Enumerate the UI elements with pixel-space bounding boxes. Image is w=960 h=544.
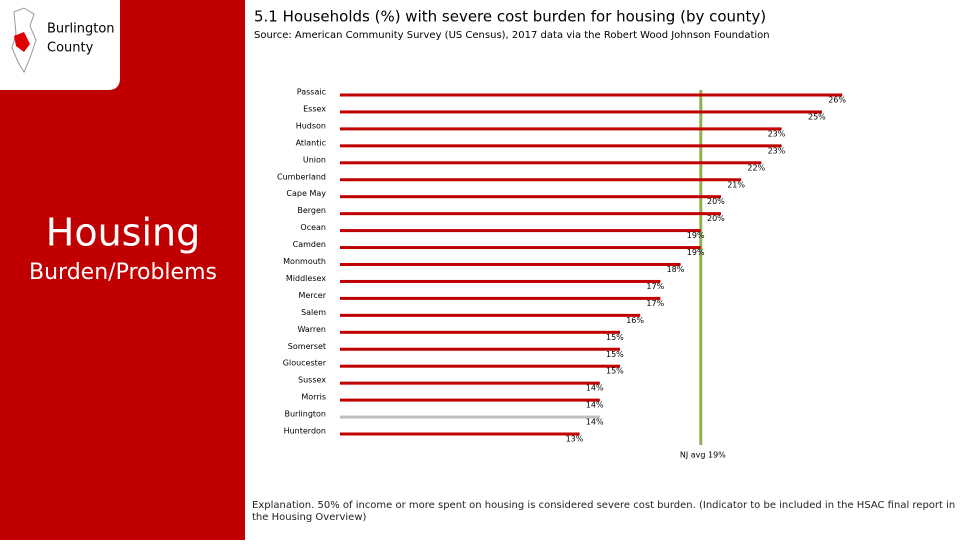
bar — [340, 364, 620, 368]
category-label: Union — [303, 155, 326, 164]
category-label: Essex — [303, 104, 326, 113]
category-label: Cape May — [286, 189, 326, 198]
value-label: 13% — [566, 435, 584, 444]
value-label: 20% — [707, 214, 725, 223]
category-label: Passaic — [297, 88, 326, 97]
topic-title: Housing — [46, 211, 200, 255]
category-label: Hudson — [296, 121, 326, 130]
value-label: 15% — [606, 333, 624, 342]
category-label: Cumberland — [277, 172, 326, 181]
bar — [340, 127, 782, 131]
bar — [340, 93, 843, 97]
county-box — [0, 0, 120, 90]
bar — [340, 432, 580, 436]
chart-title: 5.1 Households (%) with severe cost burd… — [254, 8, 766, 26]
value-label: 22% — [747, 163, 765, 172]
bar — [340, 347, 620, 351]
bar — [340, 313, 641, 317]
category-label: Gloucester — [283, 359, 327, 368]
nj-map — [11, 7, 37, 74]
value-label: 14% — [586, 401, 604, 410]
explanation: Explanation. 50% of income or more spent… — [252, 500, 956, 523]
value-label: 23% — [768, 129, 786, 138]
value-label: 21% — [727, 180, 745, 189]
value-label: 16% — [626, 316, 644, 325]
chart-subtitle: Source: American Community Survey (US Ce… — [254, 30, 770, 41]
value-label: 14% — [586, 418, 604, 427]
value-label: 19% — [687, 248, 705, 257]
value-label: 23% — [768, 146, 786, 155]
category-label: Ocean — [300, 223, 326, 232]
bar — [340, 110, 822, 114]
category-label: Monmouth — [283, 257, 326, 266]
category-label: Camden — [293, 240, 326, 249]
category-label: Morris — [301, 393, 326, 402]
category-label: Warren — [297, 325, 326, 334]
bar — [340, 296, 661, 300]
category-label: Atlantic — [296, 138, 326, 147]
value-label: 17% — [646, 282, 664, 291]
value-label: 15% — [606, 367, 624, 376]
value-label: 25% — [808, 112, 826, 121]
bar — [340, 381, 600, 385]
bar — [340, 330, 620, 334]
bar — [340, 263, 681, 266]
bar — [340, 144, 782, 148]
value-label: 19% — [687, 231, 705, 240]
category-label: Burlington — [284, 410, 326, 419]
value-label: 26% — [828, 96, 846, 105]
county-name: Burlington — [47, 22, 115, 37]
category-label: Middlesex — [286, 274, 326, 283]
value-label: 18% — [667, 265, 685, 274]
value-label: 15% — [606, 350, 624, 359]
bar — [340, 161, 762, 165]
category-label: Sussex — [298, 376, 326, 385]
bar — [340, 229, 701, 233]
value-label: 17% — [646, 299, 664, 308]
explanation-box: Explanation. 50% of income or more spent… — [252, 500, 956, 523]
category-label: Salem — [301, 308, 326, 317]
value-label: 14% — [586, 384, 604, 393]
county-highlight — [14, 32, 30, 52]
category-label: Mercer — [298, 291, 326, 300]
bar — [340, 195, 721, 199]
category-label: Somerset — [288, 342, 326, 351]
bar — [340, 398, 600, 402]
value-label: 20% — [707, 197, 725, 206]
topic-subtitle: Burden/Problems — [29, 260, 217, 285]
reference-label: NJ avg 19% — [680, 451, 726, 460]
county-name: County — [47, 41, 94, 56]
bar — [340, 415, 600, 419]
category-label: Bergen — [297, 206, 326, 215]
category-label: Hunterdon — [284, 427, 326, 436]
bar — [340, 178, 742, 182]
bar — [340, 279, 661, 283]
bar — [340, 212, 721, 216]
bar — [340, 246, 701, 250]
